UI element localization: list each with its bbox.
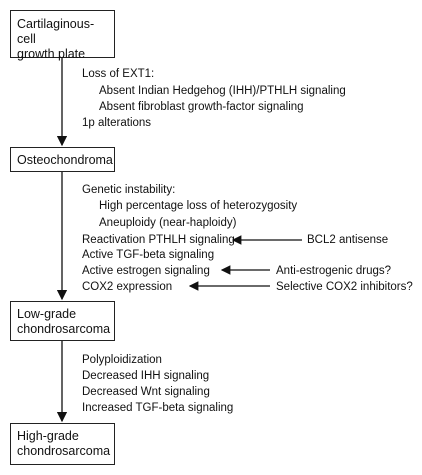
section3-item: Decreased Wnt signaling [82, 386, 210, 398]
box-line: Osteochondroma [17, 153, 113, 167]
section2-item: Active estrogen signaling [82, 265, 210, 277]
box-line: High-grade [17, 429, 79, 443]
section2-item: High percentage loss of heterozygosity [99, 200, 298, 212]
section3-item: Decreased IHH signaling [82, 370, 210, 382]
high-grade-box: High-grade chondrosarcoma [10, 423, 115, 465]
box-line: Low-grade [17, 307, 77, 321]
box-line: chondrosarcoma [17, 444, 111, 458]
section2-item: COX2 expression [82, 281, 173, 293]
section2-heading: Genetic instability: [82, 184, 176, 196]
osteochondroma-box: Osteochondroma [10, 147, 115, 172]
box-line: Cartilaginous-cell [17, 17, 95, 46]
box-line: growth plate [17, 47, 86, 61]
section1-item: Absent Indian Hedgehog (IHH)/PTHLH signa… [99, 85, 346, 97]
growth-plate-box: Cartilaginous-cell growth plate [10, 10, 115, 61]
section1-item: Absent fibroblast growth-factor signalin… [99, 101, 304, 113]
therapy-label: Anti-estrogenic drugs? [276, 265, 392, 277]
box-line: chondrosarcoma [17, 322, 111, 336]
section2-item: Reactivation PTHLH signaling [82, 234, 235, 246]
section2-item: Active TGF-beta signaling [82, 249, 215, 261]
section1-item: 1p alterations [82, 117, 152, 129]
section1-heading: Loss of EXT1: [82, 68, 155, 80]
therapy-label: BCL2 antisense [307, 234, 389, 246]
low-grade-box: Low-grade chondrosarcoma [10, 301, 115, 341]
section3-item: Polyploidization [82, 354, 162, 366]
therapy-label: Selective COX2 inhibitors? [276, 281, 413, 293]
section2-item: Aneuploidy (near-haploidy) [99, 217, 237, 229]
section3-item: Increased TGF-beta signaling [82, 402, 234, 414]
